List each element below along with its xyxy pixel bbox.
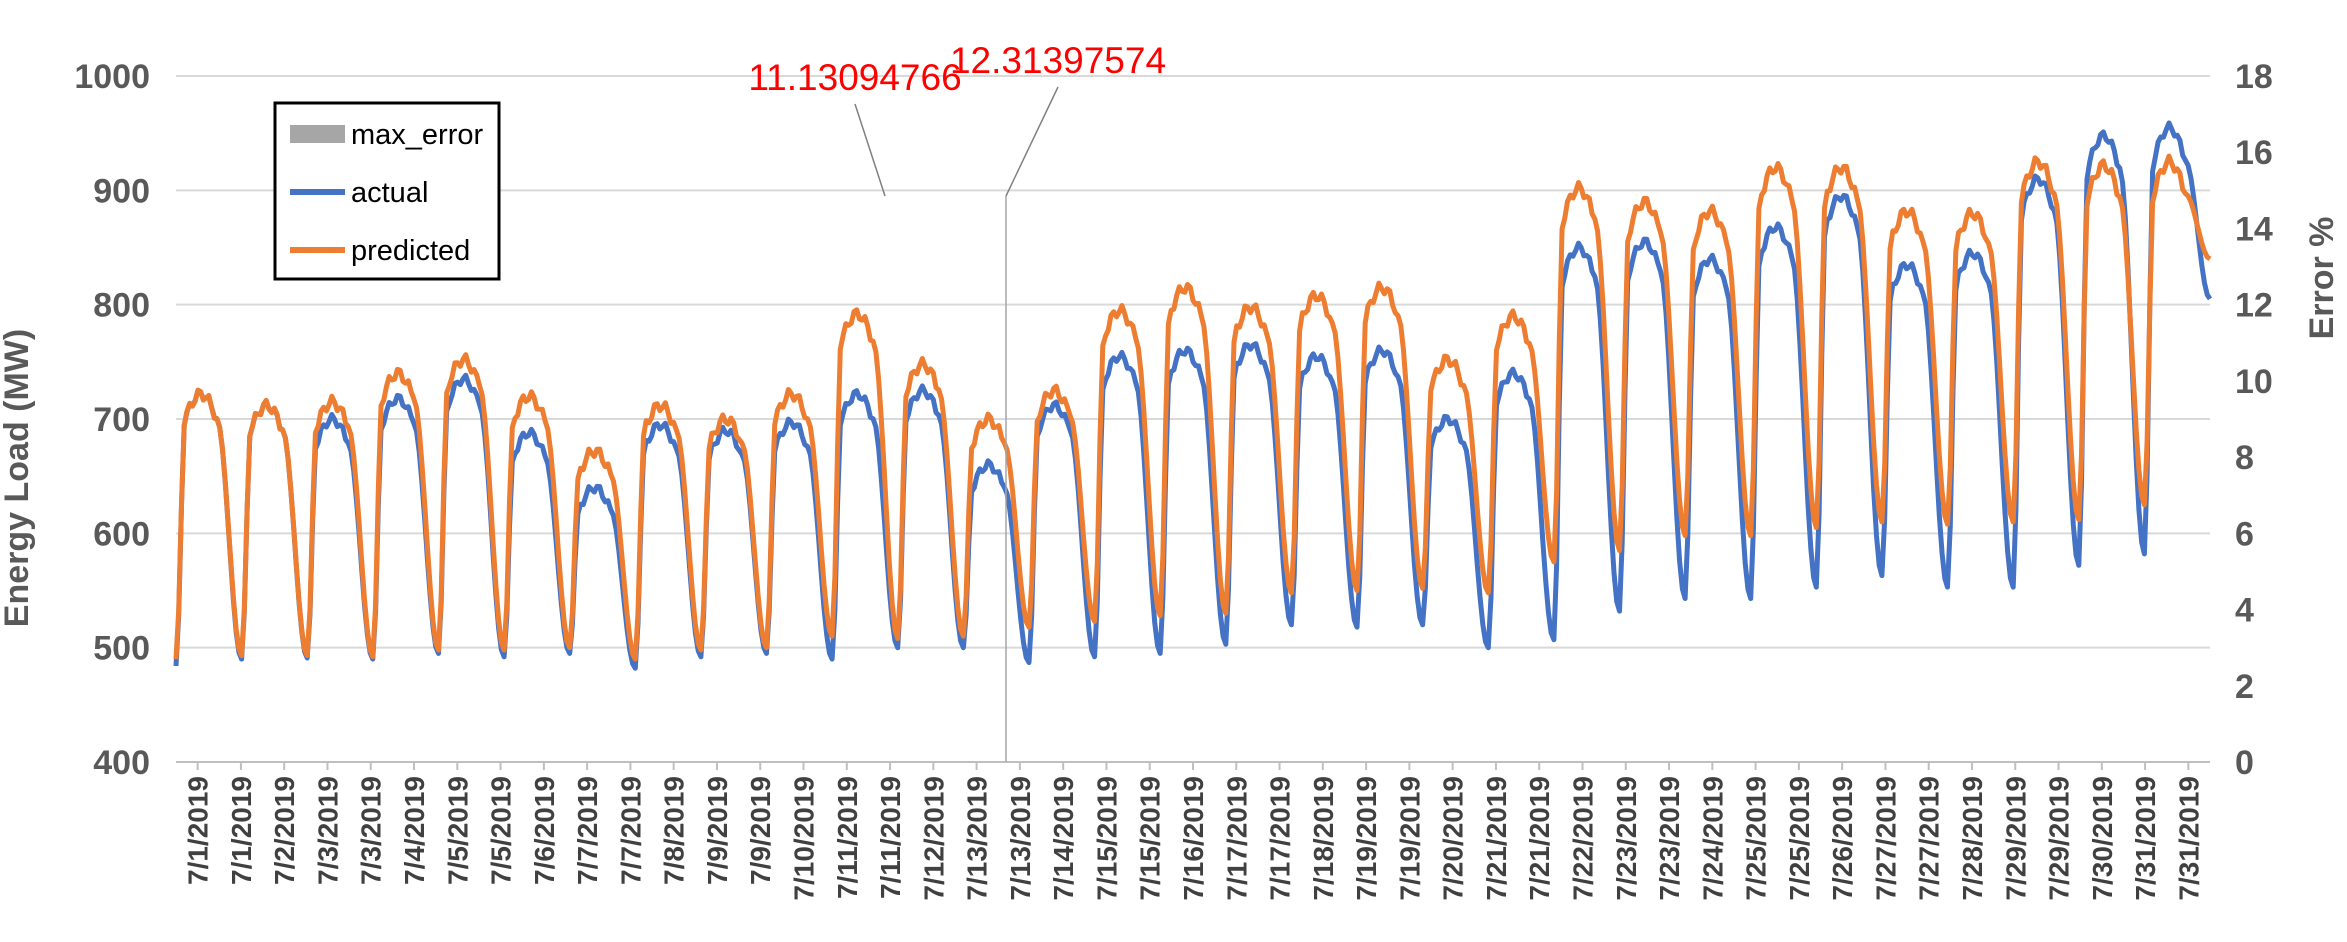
y-tick-label: 700	[93, 401, 150, 439]
x-tick-label: 7/12/2019	[918, 776, 949, 901]
x-tick-label: 7/15/2019	[1091, 776, 1122, 901]
x-tick-label: 7/24/2019	[1697, 776, 1728, 901]
x-tick-label: 7/22/2019	[1567, 776, 1598, 901]
x-tick-label: 7/7/2019	[615, 776, 646, 885]
x-tick-label: 7/23/2019	[1611, 776, 1642, 901]
y-tick-label: 600	[93, 515, 150, 553]
annotation-leader	[854, 103, 886, 197]
x-tick-label: 7/19/2019	[1351, 776, 1382, 901]
y-tick-label: 400	[93, 744, 150, 782]
plot-lines	[173, 120, 2213, 671]
y-axis-left: 400 500 600 700 800 900 1000	[74, 58, 150, 782]
x-tick-label: 7/1/2019	[183, 776, 214, 885]
y2-tick-label: 4	[2235, 592, 2254, 630]
y-tick-label: 900	[93, 172, 150, 210]
x-tick-label: 7/6/2019	[529, 776, 560, 885]
x-tick-label: 7/23/2019	[1654, 776, 1685, 901]
x-tick-label: 7/20/2019	[1438, 776, 1469, 901]
y2-tick-label: 8	[2235, 439, 2254, 477]
legend-label-predicted: predicted	[351, 235, 470, 267]
legend: max_error actual predicted	[273, 101, 501, 281]
x-tick-label: 7/29/2019	[2000, 776, 2031, 901]
x-tick-label: 7/31/2019	[2173, 776, 2204, 901]
x-tick-label: 7/5/2019	[442, 776, 473, 885]
y2-tick-label: 18	[2235, 58, 2273, 96]
x-tick-label: 7/1/2019	[226, 776, 257, 885]
x-tick-label: 7/15/2019	[1135, 776, 1166, 901]
x-tick-label: 7/9/2019	[702, 776, 733, 885]
y2-tick-label: 0	[2235, 744, 2254, 782]
annotation-label: 11.13094766	[748, 57, 961, 98]
legend-swatch-max-error	[290, 125, 345, 143]
y2-tick-label: 14	[2235, 210, 2273, 248]
x-axis: 7/1/2019 7/1/2019 7/2/2019 7/3/2019 7/3/2019…	[183, 762, 2204, 901]
x-tick-label: 7/25/2019	[1741, 776, 1772, 901]
x-tick-label: 7/31/2019	[2130, 776, 2161, 901]
x-tick-label: 7/9/2019	[745, 776, 776, 885]
x-tick-label: 7/5/2019	[486, 776, 517, 885]
x-tick-label: 7/27/2019	[1914, 776, 1945, 901]
y-axis-title: Energy Load (MW)	[0, 329, 36, 627]
legend-label-actual: actual	[351, 177, 428, 209]
x-tick-label: 7/14/2019	[1048, 776, 1079, 901]
y-axis-right: 0 2 4 6 8 10 12 14 16 18	[2235, 58, 2273, 782]
y2-tick-label: 10	[2235, 363, 2273, 401]
annotation-label: 12.31397574	[950, 40, 1166, 81]
x-tick-label: 7/21/2019	[1524, 776, 1555, 901]
x-tick-label: 7/2/2019	[269, 776, 300, 885]
annotation-leader	[1005, 86, 1059, 197]
y2-tick-label: 6	[2235, 515, 2254, 553]
y2-tick-label: 16	[2235, 134, 2273, 172]
y-tick-label: 1000	[74, 58, 150, 96]
x-tick-label: 7/25/2019	[1784, 776, 1815, 901]
x-tick-label: 7/21/2019	[1481, 776, 1512, 901]
y-tick-label: 500	[93, 630, 150, 668]
x-tick-label: 7/17/2019	[1221, 776, 1252, 901]
legend-label-max-error: max_error	[351, 119, 483, 151]
x-tick-label: 7/10/2019	[789, 776, 820, 901]
x-tick-label: 7/28/2019	[1957, 776, 1988, 901]
x-tick-label: 7/27/2019	[1870, 776, 1901, 901]
x-tick-label: 7/18/2019	[1308, 776, 1339, 901]
x-tick-label: 7/16/2019	[1178, 776, 1209, 901]
x-tick-label: 7/13/2019	[962, 776, 993, 901]
x-tick-label: 7/8/2019	[659, 776, 690, 885]
x-tick-label: 7/7/2019	[572, 776, 603, 885]
x-tick-label: 7/26/2019	[1827, 776, 1858, 901]
x-tick-label: 7/3/2019	[356, 776, 387, 885]
x-tick-label: 7/17/2019	[1265, 776, 1296, 901]
x-tick-label: 7/3/2019	[312, 776, 343, 885]
x-tick-label: 7/4/2019	[399, 776, 430, 885]
x-tick-label: 7/11/2019	[875, 776, 906, 899]
x-tick-label: 7/30/2019	[2087, 776, 2118, 901]
x-tick-label: 7/11/2019	[832, 776, 863, 899]
y2-tick-label: 2	[2235, 668, 2254, 706]
x-tick-label: 7/19/2019	[1394, 776, 1425, 901]
y2-tick-label: 12	[2235, 287, 2273, 325]
y-tick-label: 800	[93, 287, 150, 325]
series-line-predicted	[173, 153, 2212, 662]
x-tick-label: 7/13/2019	[1005, 776, 1036, 901]
y2-axis-title: Error %	[2303, 217, 2341, 340]
x-tick-label: 7/29/2019	[2044, 776, 2075, 901]
